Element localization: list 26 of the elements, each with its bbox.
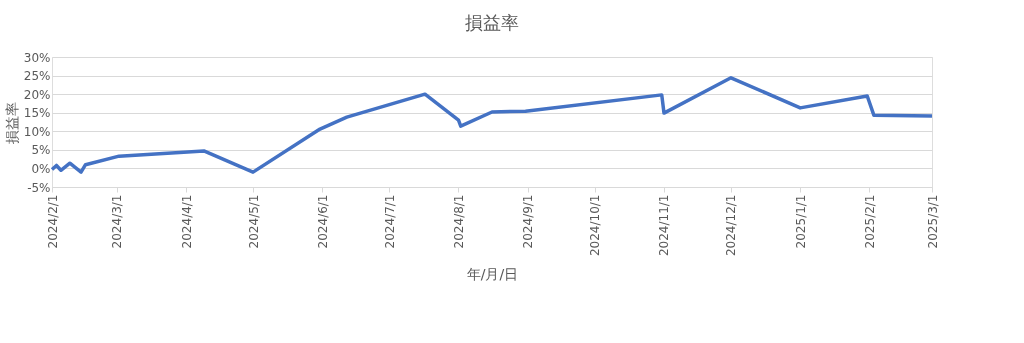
x-tick-label: 2024/5/1: [246, 194, 261, 249]
y-tick-label: 25%: [23, 69, 51, 84]
x-tick-label: 2024/6/1: [315, 194, 330, 249]
y-axis-title: 損益率: [3, 101, 20, 144]
x-tick-label: 2024/7/1: [382, 194, 397, 249]
line-series: [50, 76, 934, 174]
x-tick-label: 2025/1/1: [793, 194, 808, 249]
x-tick-label: 2024/11/1: [657, 194, 672, 257]
x-axis-title: 年/月/日: [466, 266, 519, 283]
y-tick-label: 15%: [23, 106, 51, 121]
x-tick-label: 2024/8/1: [452, 194, 466, 249]
x-tick-label: 2025/3/1: [925, 194, 940, 249]
x-tick-label: 2024/4/1: [179, 194, 194, 249]
y-tick-label: -5%: [27, 180, 51, 195]
y-tick-label: 30%: [23, 50, 51, 65]
x-tick-label: 2024/10/1: [588, 194, 603, 257]
y-tick-label: 0%: [31, 161, 51, 176]
x-tick-label: 2024/2/1: [45, 194, 60, 249]
chart-title: 損益率: [465, 12, 519, 33]
x-tick-label: 2024/12/1: [724, 194, 739, 257]
y-tick-label: 5%: [31, 143, 51, 158]
x-tick-label: 2025/2/1: [862, 194, 877, 249]
y-tick-label: 10%: [23, 124, 51, 139]
x-tick-label: 2024/9/1: [521, 194, 536, 249]
x-tick-label: 2024/3/1: [110, 194, 125, 249]
y-tick-label: 20%: [23, 87, 51, 102]
